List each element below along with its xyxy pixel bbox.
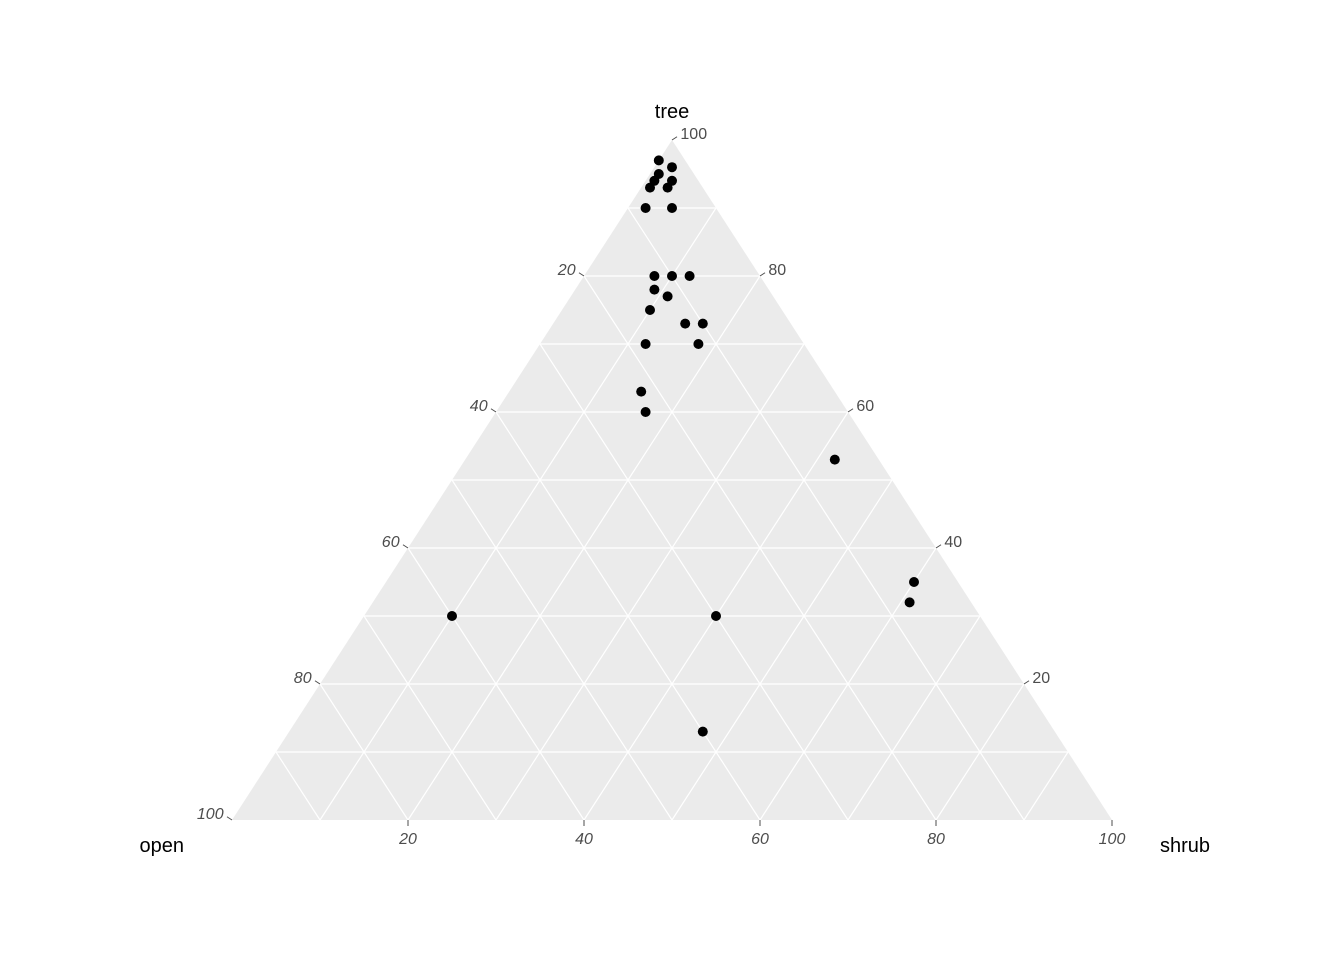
axis-title-open: open <box>140 835 185 857</box>
data-point <box>447 611 457 621</box>
data-point <box>667 162 677 172</box>
data-point <box>641 339 651 349</box>
data-point <box>680 319 690 329</box>
tick-label-open: 80 <box>294 670 312 687</box>
data-point <box>654 155 664 165</box>
data-point <box>663 183 673 193</box>
data-point <box>698 319 708 329</box>
tick-label-tree: 80 <box>768 262 786 279</box>
tick-label-shrub: 60 <box>751 831 769 848</box>
tick-label-open: 60 <box>382 534 400 551</box>
data-point <box>711 611 721 621</box>
data-point <box>641 407 651 417</box>
axis-title-tree: tree <box>655 101 689 123</box>
data-point <box>667 203 677 213</box>
tick-label-shrub: 80 <box>927 831 945 848</box>
tick-label-open: 20 <box>557 262 576 279</box>
tick-label-tree: 40 <box>944 534 962 551</box>
tick-label-shrub: 20 <box>398 831 417 848</box>
data-point <box>636 387 646 397</box>
tick-label-tree: 100 <box>680 126 707 143</box>
axis-title-shrub: shrub <box>1160 835 1210 857</box>
data-point <box>685 271 695 281</box>
data-point <box>667 271 677 281</box>
tick-label-shrub: 40 <box>575 831 593 848</box>
tick-label-shrub: 100 <box>1099 831 1126 848</box>
data-point <box>693 339 703 349</box>
data-point <box>649 285 659 295</box>
data-point <box>698 727 708 737</box>
tick-label-open: 100 <box>197 806 224 823</box>
data-point <box>909 577 919 587</box>
data-point <box>645 183 655 193</box>
ternary-plot: 20 20 20 40 40 40 60 60 60 80 80 80 100 100 100 tree ope… <box>0 0 1344 960</box>
data-point <box>641 203 651 213</box>
data-point <box>649 271 659 281</box>
tick-label-tree: 60 <box>856 398 874 415</box>
data-point <box>830 455 840 465</box>
data-point <box>905 597 915 607</box>
tick-label-open: 40 <box>470 398 488 415</box>
data-point <box>663 291 673 301</box>
tick-label-tree: 20 <box>1032 670 1050 687</box>
data-point <box>645 305 655 315</box>
